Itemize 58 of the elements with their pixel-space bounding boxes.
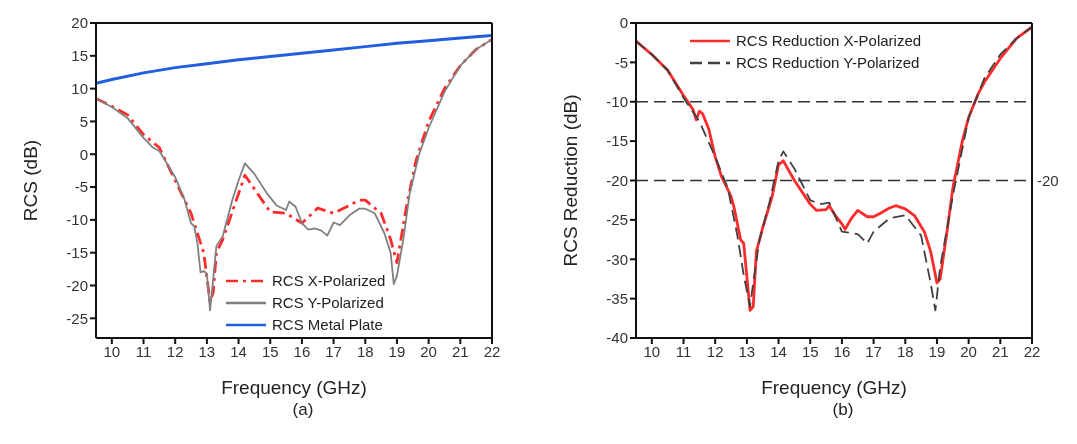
legend-label: RCS X-Polarized (272, 271, 386, 291)
x-tick-label: 18 (356, 342, 374, 360)
y-tick-label: -10 (66, 211, 88, 229)
y-tick-label: 0 (619, 14, 628, 32)
ref-line-label: -20 (1037, 171, 1059, 189)
y-tick-label: -35 (606, 289, 628, 307)
text: (b) (831, 400, 855, 420)
y-tick-label: -30 (606, 250, 628, 268)
y-tick-label: 20 (71, 14, 88, 32)
x-tick-label: 14 (230, 342, 247, 360)
x-tick-label: 13 (738, 342, 756, 360)
text: (a) (291, 400, 315, 420)
line-series (96, 33, 492, 85)
x-tick-label: 12 (166, 342, 184, 360)
x-tick-label: 15 (801, 342, 819, 360)
x-tick-label: 11 (675, 342, 692, 360)
y-axis-title: RCS Reduction (dB) (559, 94, 581, 267)
legend-label: RCS Reduction X-Polarized (736, 31, 922, 51)
legend-label: RCS Metal Plate (272, 315, 383, 335)
y-tick-label: -20 (66, 276, 88, 294)
y-tick-label: 0 (79, 145, 88, 163)
x-tick-label: 16 (293, 342, 311, 360)
y-tick-label: -20 (606, 171, 628, 189)
y-tick-label: -40 (606, 329, 628, 347)
y-tick-label: 5 (79, 112, 88, 130)
x-tick-label: 11 (135, 342, 152, 360)
legend-label: RCS Reduction Y-Polarized (736, 53, 920, 73)
y-tick-label: 10 (71, 79, 88, 97)
y-tick-label: -25 (66, 309, 88, 327)
x-axis-title: Frequency (GHz) (221, 377, 367, 398)
y-axis-title: RCS (dB) (19, 139, 41, 222)
x-tick-label: 10 (643, 342, 661, 360)
x-tick-label: 17 (325, 342, 342, 360)
x-tick-label: 21 (451, 342, 469, 360)
y-tick-label: -10 (606, 93, 628, 111)
x-tick-label: 18 (896, 342, 914, 360)
x-tick-label: 10 (103, 342, 121, 360)
y-tick-label: -15 (606, 132, 628, 150)
y-tick-label: 15 (71, 47, 88, 65)
x-tick-label: 15 (261, 342, 279, 360)
x-tick-label: 19 (388, 342, 406, 360)
x-axis-title: Frequency (GHz) (761, 377, 907, 398)
y-tick-label: -5 (74, 178, 88, 196)
x-tick-label: 20 (960, 342, 977, 360)
y-tick-label: -25 (606, 211, 628, 229)
x-tick-label: 14 (770, 342, 787, 360)
y-tick-label: -15 (66, 244, 88, 262)
legend-label: RCS Y-Polarized (272, 293, 384, 313)
x-tick-label: 13 (198, 342, 216, 360)
x-tick-label: 22 (1023, 342, 1041, 360)
x-tick-label: 12 (706, 342, 724, 360)
x-tick-label: 16 (833, 342, 851, 360)
x-tick-label: 21 (991, 342, 1009, 360)
x-tick-label: 22 (483, 342, 501, 360)
x-tick-label: 19 (928, 342, 946, 360)
y-tick-label: -5 (614, 53, 628, 71)
x-tick-label: 20 (420, 342, 437, 360)
x-tick-label: 17 (865, 342, 882, 360)
